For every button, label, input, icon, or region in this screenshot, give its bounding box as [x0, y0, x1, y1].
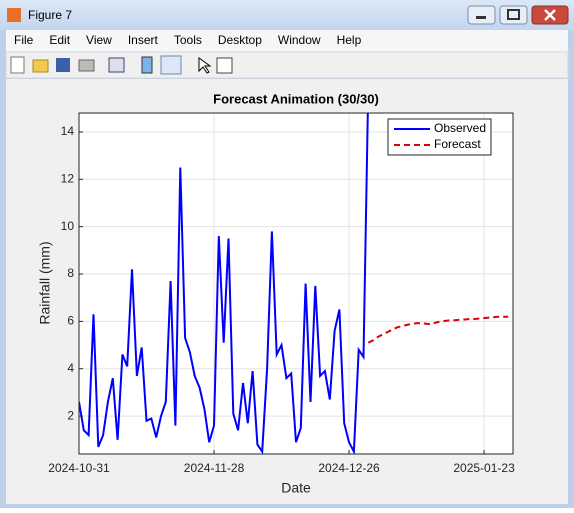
- chart-title: Forecast Animation (30/30): [213, 91, 379, 106]
- window-title: Figure 7: [28, 8, 72, 22]
- x-tick-label: 2024-12-26: [318, 461, 380, 475]
- legend-box: [387, 118, 492, 156]
- pointer-icon[interactable]: [198, 57, 212, 74]
- close-icon: [544, 9, 556, 21]
- x-tick-label: 2024-11-28: [184, 461, 245, 475]
- maximize-button[interactable]: [499, 5, 528, 25]
- save-icon[interactable]: [56, 58, 70, 72]
- colorbar-icon[interactable]: [141, 56, 153, 74]
- x-tick-label: 2025-01-23: [453, 461, 515, 475]
- menu-item[interactable]: Tools: [174, 33, 202, 47]
- minimize-button[interactable]: [467, 5, 496, 25]
- legend-label: Forecast: [434, 137, 481, 151]
- menu-item[interactable]: Desktop: [218, 33, 262, 47]
- menu-item[interactable]: View: [86, 33, 112, 47]
- print-icon[interactable]: [78, 59, 95, 72]
- x-tick-label: 2024-10-31: [48, 461, 110, 475]
- y-tick-label: 10: [61, 219, 75, 233]
- legend-icon[interactable]: [160, 55, 182, 75]
- menu-bar: [6, 30, 568, 52]
- y-tick-label: 12: [61, 171, 75, 185]
- new-icon[interactable]: [10, 56, 25, 74]
- y-tick-label: 2: [67, 408, 74, 422]
- open-icon[interactable]: [32, 59, 49, 73]
- y-tick-label: 8: [67, 266, 74, 280]
- series-line: [367, 315, 509, 344]
- series-line: [79, 113, 369, 454]
- minimize-icon: [476, 16, 486, 19]
- property-icon[interactable]: [216, 57, 233, 74]
- plot-area: [79, 113, 513, 454]
- y-tick-label: 14: [61, 124, 75, 138]
- menu-item[interactable]: Help: [337, 33, 362, 47]
- menu-item[interactable]: Insert: [128, 33, 159, 47]
- app-icon: [7, 8, 21, 22]
- toolbar-icons: [10, 55, 233, 75]
- y-tick-label: 6: [67, 314, 74, 328]
- menu-item[interactable]: Edit: [49, 33, 70, 47]
- legend-label: Observed: [434, 121, 486, 135]
- axes-box: [78, 112, 514, 455]
- y-tick-label: 4: [67, 361, 74, 375]
- maximize-icon: [507, 9, 520, 20]
- toolbar: [5, 51, 569, 79]
- link-icon[interactable]: [108, 57, 125, 73]
- x-axis-label: Date: [281, 480, 311, 496]
- menu-item[interactable]: Window: [278, 33, 321, 47]
- y-axis-label: Rainfall (mm): [37, 241, 53, 324]
- menu-item[interactable]: File: [14, 33, 34, 47]
